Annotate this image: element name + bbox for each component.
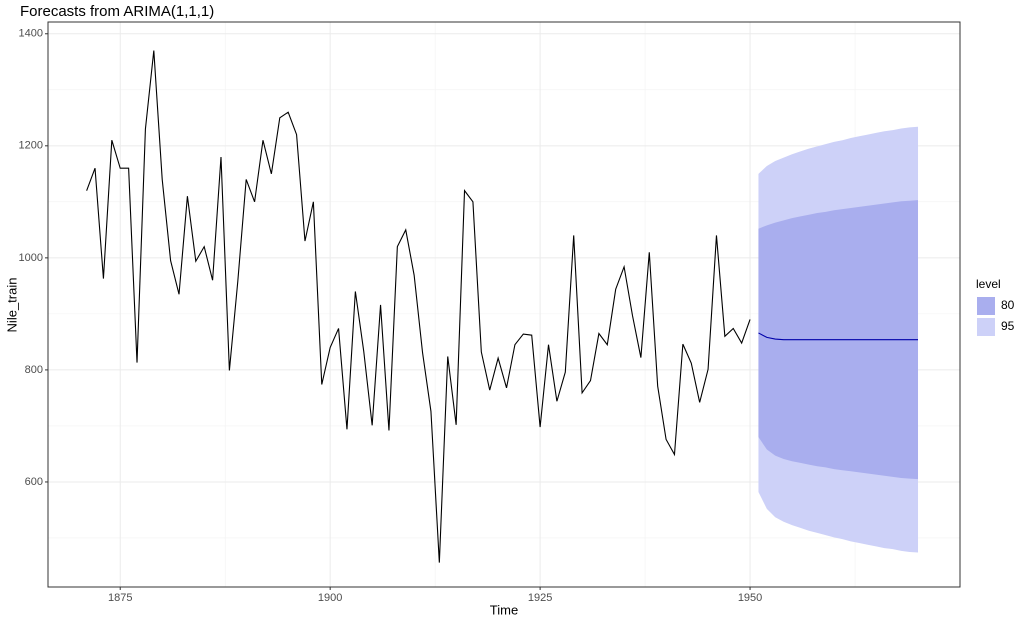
y-tick-label: 800 — [25, 364, 43, 376]
x-tick-label: 1925 — [528, 592, 552, 604]
y-axis-title: Nile_train — [4, 278, 19, 333]
legend-label: 95 — [1001, 319, 1015, 333]
x-tick-label: 1875 — [108, 592, 132, 604]
x-tick-label: 1950 — [738, 592, 762, 604]
x-tick-label: 1900 — [318, 592, 342, 604]
y-tick-label: 1000 — [19, 252, 43, 264]
series-line — [86, 50, 751, 563]
legend-key — [977, 318, 995, 336]
panel-border — [47, 21, 961, 588]
series-line — [758, 332, 919, 341]
y-tick-label: 600 — [25, 476, 43, 488]
x-axis-title: Time — [490, 602, 518, 617]
legend-key — [977, 297, 995, 315]
legend-title: level — [976, 277, 1001, 291]
legend-label: 80 — [1001, 298, 1015, 312]
chart-title: Forecasts from ARIMA(1,1,1) — [20, 3, 214, 20]
y-tick-label: 1400 — [19, 28, 43, 40]
y-tick-label: 1200 — [19, 140, 43, 152]
